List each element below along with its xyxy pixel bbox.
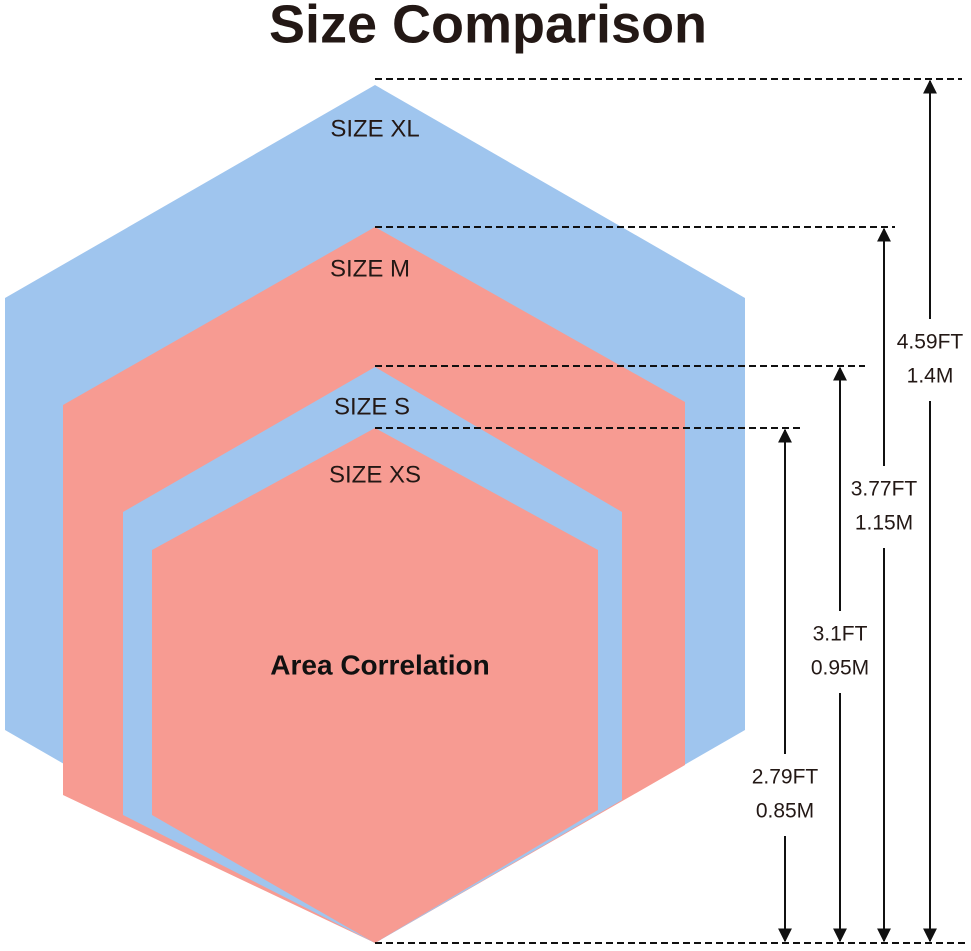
hexagon-xs xyxy=(152,428,598,943)
height-meters: 1.4M xyxy=(907,365,954,388)
size-label: SIZE XL xyxy=(330,115,419,142)
height-meters: 1.15M xyxy=(855,512,913,535)
height-feet: 3.77FT xyxy=(851,478,918,501)
center-label: Area Correlation xyxy=(270,649,489,680)
height-feet: 4.59FT xyxy=(897,331,964,354)
size-label: SIZE XS xyxy=(329,461,421,488)
size-label: SIZE S xyxy=(334,393,410,420)
dimensions xyxy=(375,78,962,943)
title: Size Comparison xyxy=(269,0,707,54)
height-feet: 2.79FT xyxy=(752,766,819,789)
size-label: SIZE M xyxy=(330,255,410,282)
height-meters: 0.85M xyxy=(756,800,814,823)
height-meters: 0.95M xyxy=(811,657,869,680)
height-feet: 3.1FT xyxy=(813,623,868,646)
